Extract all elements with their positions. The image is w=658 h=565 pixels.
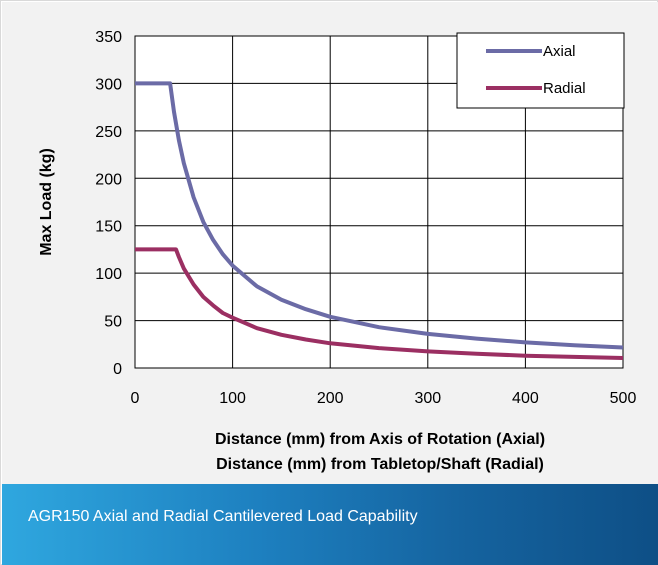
y-tick-label: 100 [95, 266, 122, 283]
x-tick-label: 500 [610, 390, 637, 407]
y-tick-label: 350 [95, 29, 122, 46]
x-axis-title-axial: Distance (mm) from Axis of Rotation (Axi… [215, 431, 545, 448]
figure-caption: AGR150 Axial and Radial Cantilevered Loa… [28, 508, 418, 526]
y-tick-label: 0 [113, 361, 122, 378]
y-tick-label: 150 [95, 219, 122, 236]
y-tick-label: 300 [95, 76, 122, 93]
legend: Axial Radial [457, 33, 624, 108]
legend-label-axial: Axial [543, 43, 576, 60]
legend-box [457, 33, 624, 108]
y-tick-label: 250 [95, 124, 122, 141]
y-tick-label: 50 [104, 314, 122, 331]
y-axis-title: Max Load (kg) [38, 148, 55, 256]
legend-label-radial: Radial [543, 80, 586, 97]
caption-bar: AGR150 Axial and Radial Cantilevered Loa… [2, 484, 658, 565]
x-tick-label: 400 [512, 390, 539, 407]
y-axis-ticks: 0 50 100 150 200 250 300 350 [95, 29, 122, 378]
x-axis-title-radial: Distance (mm) from Tabletop/Shaft (Radia… [216, 456, 544, 473]
y-tick-label: 200 [95, 171, 122, 188]
x-axis-ticks: 0 100 200 300 400 500 [131, 390, 637, 407]
x-tick-label: 100 [219, 390, 246, 407]
x-tick-label: 300 [414, 390, 441, 407]
x-tick-label: 200 [317, 390, 344, 407]
chart-area: 0 50 100 150 200 250 300 350 0 100 200 300 400 500 M… [2, 2, 658, 484]
load-capability-chart: 0 50 100 150 200 250 300 350 0 100 200 300 400 500 M… [2, 2, 658, 484]
x-tick-label: 0 [131, 390, 140, 407]
